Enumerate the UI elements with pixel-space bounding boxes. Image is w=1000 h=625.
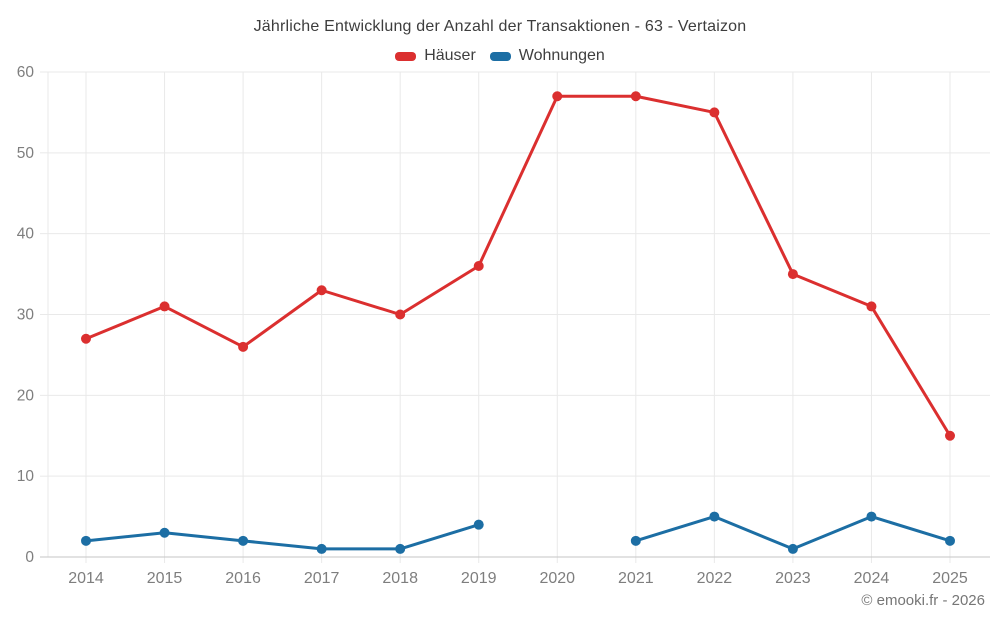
data-point-häuser-2024[interactable] — [866, 301, 877, 312]
data-point-häuser-2020[interactable] — [552, 91, 563, 102]
data-point-häuser-2019[interactable] — [473, 261, 484, 271]
data-point-häuser-2025[interactable] — [945, 430, 955, 441]
data-point-wohnungen-2018[interactable] — [395, 543, 406, 554]
y-axis-tick-label: 60 — [17, 64, 35, 81]
legend-label-wohnungen: Wohnungen — [518, 47, 605, 64]
y-axis-tick-label: 50 — [17, 145, 35, 162]
x-axis-tick-label: 2017 — [304, 570, 340, 587]
legend-item-wohnungen[interactable]: Wohnungen — [489, 47, 605, 65]
data-point-wohnungen-2017[interactable] — [316, 543, 327, 554]
x-axis-tick-label: 2014 — [68, 570, 104, 587]
series-line-wohnungen — [84, 523, 481, 551]
data-point-wohnungen-2023[interactable] — [787, 543, 798, 554]
y-axis-tick-label: 40 — [17, 226, 35, 243]
x-axis-tick-label: 2021 — [618, 570, 654, 587]
legend-swatch-haeuser-icon — [395, 51, 417, 61]
x-axis-tick-label: 2020 — [539, 570, 575, 587]
x-axis-tick-label: 2018 — [382, 570, 418, 587]
data-point-wohnungen-2021[interactable] — [630, 535, 641, 546]
legend-swatch-wohnungen-icon — [489, 51, 511, 61]
x-axis-tick-label: 2015 — [147, 570, 183, 587]
y-axis-tick-label: 10 — [17, 468, 35, 485]
x-axis-tick-label: 2024 — [854, 570, 890, 587]
data-point-wohnungen-2016[interactable] — [238, 535, 249, 546]
legend-label-haeuser: Häuser — [424, 47, 476, 64]
data-point-häuser-2018[interactable] — [395, 309, 406, 320]
data-point-wohnungen-2015[interactable] — [159, 527, 170, 538]
data-point-häuser-2015[interactable] — [159, 301, 170, 312]
y-axis-tick-label: 30 — [17, 307, 35, 324]
data-point-häuser-2017[interactable] — [316, 285, 327, 296]
data-point-wohnungen-2024[interactable] — [866, 511, 877, 522]
data-point-wohnungen-2025[interactable] — [945, 535, 955, 546]
x-axis-tick-label: 2025 — [932, 570, 968, 587]
x-axis-tick-label: 2016 — [225, 570, 261, 587]
data-point-häuser-2021[interactable] — [630, 91, 641, 102]
legend: Häuser Wohnungen — [0, 47, 1000, 65]
data-point-häuser-2016[interactable] — [238, 341, 249, 352]
chart-title: Jährliche Entwicklung der Anzahl der Tra… — [253, 18, 747, 35]
legend-item-haeuser[interactable]: Häuser — [395, 47, 476, 65]
data-point-wohnungen-2022[interactable] — [709, 511, 720, 522]
copyright-credit: © emooki.fr - 2026 — [861, 592, 985, 609]
y-axis-tick-label: 0 — [25, 549, 34, 566]
data-point-wohnungen-2014[interactable] — [81, 535, 91, 546]
data-point-häuser-2023[interactable] — [787, 269, 798, 280]
x-axis-tick-label: 2019 — [461, 570, 497, 587]
x-axis-tick-label: 2022 — [697, 570, 733, 587]
x-axis-tick-label: 2023 — [775, 570, 811, 587]
series-line-häuser — [84, 94, 952, 438]
data-point-wohnungen-2019[interactable] — [473, 519, 484, 530]
y-axis-tick-label: 20 — [17, 387, 35, 404]
data-point-häuser-2014[interactable] — [81, 333, 91, 344]
data-point-häuser-2022[interactable] — [709, 107, 720, 118]
